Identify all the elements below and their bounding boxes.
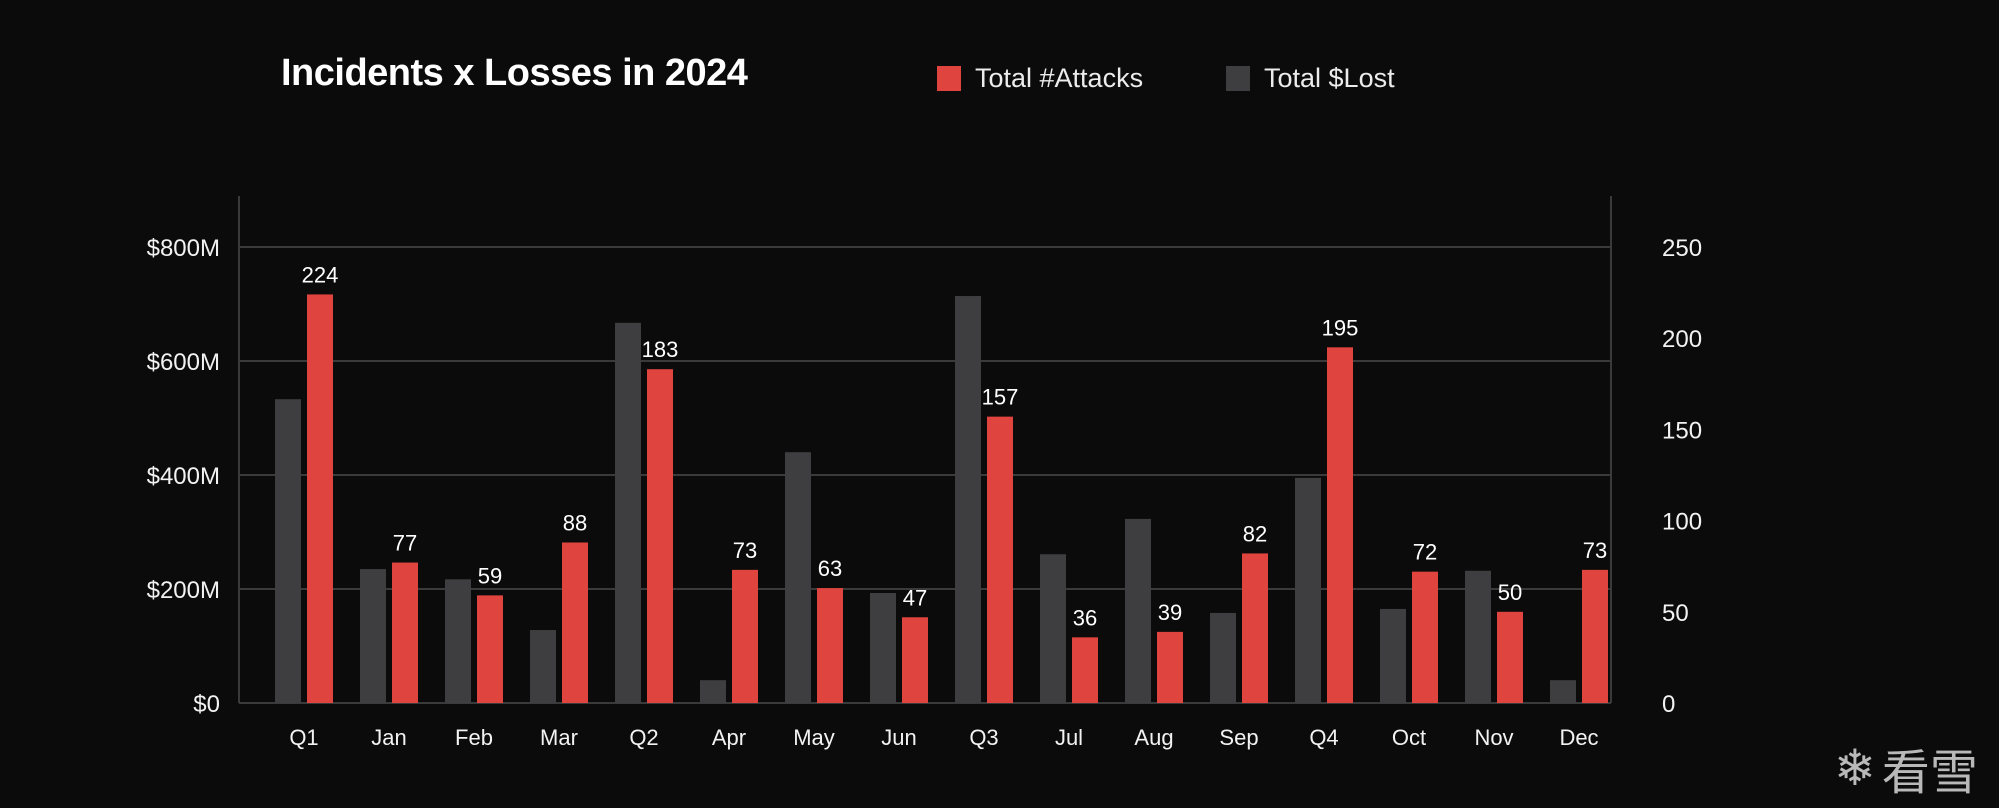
bar-lost: [1210, 612, 1236, 703]
bar-attacks: [987, 416, 1013, 703]
bar-attacks: [1157, 631, 1183, 703]
snowflake-icon: ❄: [1834, 740, 1876, 796]
y-left-tick-label: $0: [193, 691, 220, 718]
bar-attacks: [1582, 569, 1608, 703]
x-tick-label: Jul: [1055, 725, 1083, 750]
x-tick-label: Dec: [1559, 725, 1598, 750]
watermark-text: 看雪: [1881, 745, 1978, 801]
x-tick-label: Sep: [1219, 725, 1258, 750]
legend-swatch-lost: [1226, 66, 1250, 91]
bar-attacks: [1497, 611, 1523, 703]
bar-attacks: [562, 542, 588, 703]
data-label-attacks: 59: [478, 563, 502, 588]
x-tick-label: Nov: [1474, 725, 1513, 750]
bar-attacks: [1412, 571, 1438, 703]
bar-attacks: [392, 562, 418, 703]
data-label-attacks: 36: [1073, 605, 1097, 630]
legend-label-lost: Total $Lost: [1264, 63, 1395, 93]
data-label-attacks: 39: [1158, 600, 1182, 625]
watermark: ❄ 看雪: [1834, 733, 1978, 803]
bar-attacks: [1327, 347, 1353, 703]
bar-lost: [955, 296, 981, 703]
y-left-tick-label: $600M: [147, 349, 220, 376]
bar-attacks: [477, 595, 503, 703]
x-tick-label: Jun: [881, 725, 916, 750]
bar-lost: [1380, 608, 1406, 703]
data-label-attacks: 73: [733, 538, 757, 563]
x-tick-label: Q1: [289, 725, 318, 750]
bar-attacks: [902, 617, 928, 703]
x-tick-label: Q4: [1309, 725, 1338, 750]
x-tick-label: Oct: [1392, 725, 1426, 750]
bar-lost: [1550, 680, 1576, 703]
y-right-tick-label: 150: [1662, 417, 1702, 444]
y-left-tick-label: $200M: [147, 577, 220, 604]
y-right-tick-label: 250: [1662, 235, 1702, 262]
bar-attacks: [307, 294, 333, 703]
bar-lost: [1465, 570, 1491, 703]
x-tick-label: Q2: [629, 725, 658, 750]
bar-lost: [445, 579, 471, 703]
x-tick-label: Apr: [712, 725, 746, 750]
data-label-attacks: 63: [818, 556, 842, 581]
data-label-attacks: 88: [563, 510, 587, 535]
data-label-attacks: 82: [1243, 521, 1267, 546]
legend-item-lost: Total $Lost: [1226, 63, 1395, 94]
legend-swatch-attacks: [937, 66, 961, 91]
bar-lost: [530, 630, 556, 703]
bar-lost: [360, 569, 386, 703]
x-tick-label: Feb: [455, 725, 493, 750]
data-label-attacks: 50: [1498, 580, 1522, 605]
bar-lost: [275, 399, 301, 703]
bar-lost: [615, 322, 641, 703]
data-label-attacks: 224: [302, 262, 339, 287]
x-tick-label: Mar: [540, 725, 578, 750]
x-tick-label: May: [793, 725, 835, 750]
data-label-attacks: 183: [642, 337, 679, 362]
bar-attacks: [817, 588, 843, 703]
data-label-attacks: 72: [1413, 540, 1437, 565]
bar-attacks: [732, 569, 758, 703]
x-tick-label: Jan: [371, 725, 406, 750]
bar-attacks: [1072, 637, 1098, 703]
data-label-attacks: 73: [1583, 538, 1607, 563]
bar-lost: [700, 680, 726, 703]
bar-lost: [870, 592, 896, 703]
y-left-tick-label: $400M: [147, 463, 220, 490]
data-label-attacks: 157: [982, 385, 1019, 410]
legend-label-attacks: Total #Attacks: [975, 63, 1144, 93]
data-label-attacks: 195: [1322, 315, 1359, 340]
bar-attacks: [1242, 553, 1268, 703]
y-right-tick-label: 50: [1662, 600, 1689, 627]
y-right-tick-label: 0: [1662, 691, 1675, 718]
chart-title: Incidents x Losses in 2024: [281, 52, 748, 94]
bar-attacks: [647, 369, 673, 703]
x-tick-label: Q3: [969, 725, 998, 750]
bar-lost: [1125, 518, 1151, 703]
bar-lost: [785, 452, 811, 703]
y-right-tick-label: 200: [1662, 326, 1702, 353]
legend-item-attacks: Total #Attacks: [937, 63, 1143, 94]
bar-lost: [1295, 477, 1321, 703]
data-label-attacks: 47: [903, 585, 927, 610]
y-right-tick-label: 100: [1662, 509, 1702, 536]
y-left-tick-label: $800M: [147, 235, 220, 262]
bar-lost: [1040, 554, 1066, 703]
data-label-attacks: 77: [393, 531, 417, 556]
x-tick-label: Aug: [1134, 725, 1173, 750]
